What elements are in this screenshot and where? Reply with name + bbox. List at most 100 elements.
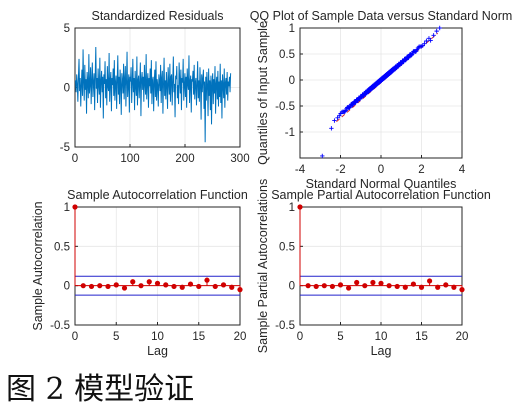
y-tick-label: -0.5 [50, 320, 70, 332]
stem-marker [204, 277, 210, 283]
x-tick-label: 15 [192, 331, 205, 343]
y-tick-label: -5 [60, 142, 70, 154]
stem-marker [113, 282, 119, 288]
y-tick-label: 0.5 [279, 49, 295, 61]
y-axis-label: Sample Partial Autocorrelations [256, 179, 270, 353]
stem-marker [427, 278, 433, 284]
stem-marker [329, 283, 335, 290]
x-tick-label: 5 [113, 331, 119, 343]
y-tick-label: -0.5 [275, 101, 295, 113]
qq-point [320, 153, 325, 159]
stem-marker [443, 282, 449, 288]
residual-series-line [75, 47, 232, 143]
stem-marker [154, 280, 161, 286]
chart-title: Sample Autocorrelation Function [67, 188, 248, 202]
qq-point [329, 126, 334, 131]
stem-marker [386, 283, 392, 289]
x-axis-label: Lag [371, 344, 392, 358]
y-tick-label: 0 [289, 75, 295, 87]
x-axis-label: Standard Normal Quantiles [306, 177, 457, 191]
x-tick-label: 15 [415, 331, 428, 343]
stem-marker [378, 280, 384, 286]
stem-marker [418, 284, 425, 290]
stem-marker [80, 283, 86, 289]
stem-marker [451, 284, 457, 290]
x-tick-label: 4 [459, 164, 466, 176]
x-tick-label: 20 [234, 331, 247, 343]
y-tick-label: 1 [289, 202, 295, 214]
x-tick-label: -4 [295, 164, 306, 176]
x-axis-label: Lag [147, 344, 168, 358]
chart-title: Standardized Residuals [91, 9, 223, 23]
y-tick-label: 0.5 [54, 241, 70, 253]
stem-marker [88, 283, 95, 290]
stem-marker [212, 283, 218, 290]
y-tick-label: 1 [64, 202, 70, 214]
x-tick-label: 0 [378, 164, 384, 176]
x-tick-label: 200 [175, 153, 194, 165]
stem-marker [97, 283, 103, 289]
y-tick-label: 0 [64, 281, 70, 293]
qq-point [437, 25, 442, 31]
y-tick-label: -0.5 [275, 320, 295, 332]
qq-point [434, 28, 439, 34]
x-tick-label: -2 [335, 164, 345, 176]
qq-reference-line [336, 32, 439, 122]
stem-marker [435, 284, 441, 290]
figure: 0 100 200 300 -5 0 5 Standardized Residuals -4 -2… [31, 9, 513, 358]
x-tick-label: 2 [418, 164, 424, 176]
x-tick-label: 100 [120, 153, 139, 165]
stem-marker [105, 283, 111, 290]
stem-marker [410, 281, 416, 287]
x-tick-label: 0 [72, 153, 78, 165]
qq-point [428, 38, 433, 43]
stem-marker [196, 283, 202, 290]
stem-marker [346, 285, 352, 291]
y-tick-label: 5 [64, 23, 70, 35]
chart-title: QQ Plot of Sample Data versus Standard N… [250, 9, 513, 23]
stem-marker [72, 204, 78, 210]
x-tick-label: 10 [375, 331, 388, 343]
stem-marker [179, 284, 185, 290]
qq-point [406, 55, 411, 60]
y-tick-label: 1 [289, 23, 295, 35]
stem-marker [370, 279, 376, 286]
y-tick-label: 0 [289, 281, 295, 293]
y-tick-label: -1 [285, 127, 295, 139]
stem-marker [362, 283, 368, 289]
stem-marker [321, 283, 327, 289]
stem-marker [459, 287, 465, 293]
x-tick-label: 0 [72, 331, 78, 343]
qq-chart: -4 -2 0 2 4 -1 -0.5 0 0.5 1QQ Plot of Sample Data… [250, 9, 513, 191]
stem-marker [121, 285, 128, 291]
stem-marker [394, 283, 400, 290]
stem-marker [305, 283, 311, 289]
x-tick-label: 0 [297, 331, 303, 343]
stem-marker [229, 284, 235, 290]
stem-marker [171, 283, 177, 290]
x-tick-label: 20 [456, 331, 469, 343]
stem-marker [354, 279, 360, 286]
stem-marker [138, 283, 144, 289]
stem-marker [130, 279, 136, 285]
x-tick-label: 5 [337, 331, 343, 343]
stem-marker [146, 279, 152, 285]
figure-caption: 图 2 模型验证 [6, 372, 195, 407]
chart-title: Sample Partial Autocorrelation Function [271, 188, 491, 202]
stem-marker [337, 282, 344, 288]
y-tick-label: 0 [64, 83, 70, 95]
qq-point [431, 33, 436, 38]
x-tick-label: 300 [230, 153, 249, 165]
qq-point [424, 38, 429, 44]
stem-marker [237, 287, 243, 293]
y-axis-label: Quantiles of Input Sample [256, 21, 270, 165]
stem-marker [402, 284, 408, 290]
stem-marker [163, 282, 169, 288]
stem-marker [187, 281, 194, 287]
stem-marker [313, 283, 319, 290]
qq-point [332, 118, 337, 123]
